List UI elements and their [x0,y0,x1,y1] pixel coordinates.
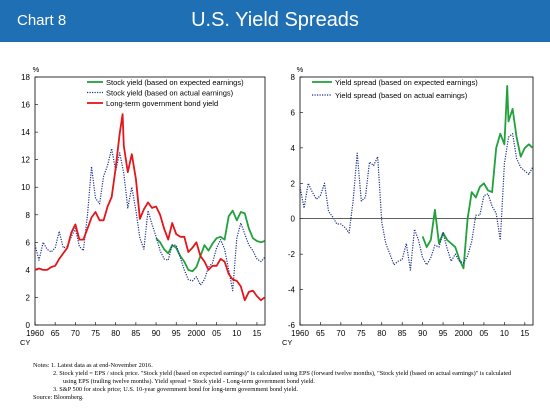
legend-label-1: Yield spread (based on expected earnings… [335,78,478,87]
legend-label-1: Stock yield (based on expected earnings) [106,78,244,87]
series-line-1 [421,85,534,270]
legend-label-2: Stock yield (based on actual earnings) [106,88,234,97]
y-tick-label: 14 [21,128,30,137]
y-tick-label: 10 [21,183,30,192]
note-line-4: 3. S&P 500 for stock price; U.S. 10-year… [53,386,298,393]
note-line-2: 2. Stock yield = EPS / stock price. "Sto… [53,370,512,377]
y-tick-label: 0 [291,215,296,224]
chart-number: Chart 8 [17,12,67,29]
x-tick-label: 10 [232,329,241,338]
y-tick-label: 4 [26,266,31,275]
x-tick-label: 85 [131,329,140,338]
y-tick-label: 6 [291,108,296,117]
x-tick-label: 95 [439,329,448,338]
y-tick-label: 8 [26,211,31,220]
header-bar: Chart 8 U.S. Yield Spreads [0,0,550,42]
x-tick-label: 10 [500,329,509,338]
x-tick-label: 05 [212,329,221,338]
x-tick-label: 75 [357,329,366,338]
legend-label-3: Long-term government bond yield [106,99,218,108]
x-tick-label: 80 [377,329,386,338]
series-line-3 [34,113,266,302]
x-tick-label: 1960 [291,329,309,338]
y-tick-label: 2 [26,293,31,302]
y-tick-label: -2 [288,250,296,259]
unit-label: % [33,65,40,74]
y-tick-label: 12 [21,156,30,165]
x-tick-label: 85 [398,329,407,338]
x-axis-label: CY [20,338,30,347]
series-line-1 [155,209,265,273]
plot-frame [299,76,534,326]
y-tick-label: 18 [21,73,30,82]
unit-label: % [297,65,304,74]
y-tick-label: 4 [291,144,296,153]
y-tick-label: 2 [291,179,296,188]
x-tick-label: 70 [336,329,345,338]
y-tick-label: 8 [291,73,296,82]
note-line-5: Source: Bloomberg. [33,394,84,401]
x-tick-label: 2000 [455,329,473,338]
page-title: U.S. Yield Spreads [191,9,359,31]
x-tick-label: 65 [51,329,60,338]
x-tick-label: 90 [418,329,427,338]
plot-frame [34,76,266,326]
series-line-2 [34,147,266,292]
x-axis-label: CY [282,338,292,347]
x-tick-label: 15 [520,329,529,338]
x-tick-label: 05 [479,329,488,338]
x-tick-label: 80 [111,329,120,338]
y-tick-label: 16 [21,101,30,110]
x-tick-label: 70 [71,329,80,338]
y-tick-label: 6 [26,238,31,247]
series-line-2 [299,133,534,271]
x-tick-label: 65 [316,329,325,338]
notes-block: Notes: 1. Latest data as at end-November… [33,362,538,402]
y-tick-label: -6 [288,321,296,330]
x-tick-label: 75 [91,329,100,338]
note-line-1: Notes: 1. Latest data as at end-November… [33,362,153,369]
x-tick-label: 15 [252,329,261,338]
legend-label-2: Yield spread (based on actual earnings) [335,91,468,100]
y-tick-label: 0 [26,321,31,330]
note-line-3: using EPS (trailing twelve months). Yiel… [63,378,316,385]
x-tick-label: 90 [152,329,161,338]
y-tick-label: -4 [288,286,296,295]
x-tick-label: 1960 [26,329,44,338]
x-tick-label: 95 [172,329,181,338]
x-tick-label: 2000 [188,329,206,338]
